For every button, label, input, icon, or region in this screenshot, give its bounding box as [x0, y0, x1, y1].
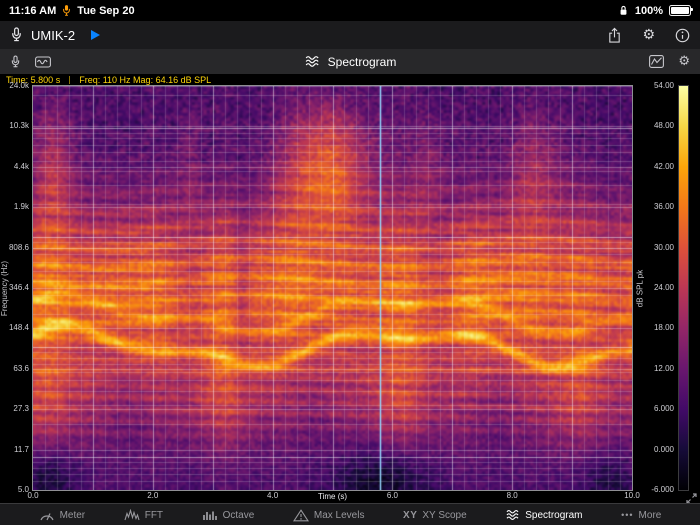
- readout-divider: [69, 76, 71, 84]
- freq-tick: 27.3: [13, 404, 29, 414]
- mic-in-use-icon: [62, 4, 71, 17]
- microphone-icon: [10, 27, 23, 43]
- tab-max-levels[interactable]: Max Levels: [292, 508, 364, 522]
- battery-percent: 100%: [634, 4, 663, 17]
- freq-mag-readout: Freq: 110 Hz Mag: 64.16 dB SPL: [79, 75, 212, 85]
- play-button[interactable]: [91, 30, 101, 40]
- colorbar-tick: 54.00: [653, 81, 674, 90]
- tab-more[interactable]: ••• More: [621, 509, 662, 521]
- status-bar: 11:16 AM Tue Sep 20 100%: [0, 0, 700, 21]
- info-icon[interactable]: [675, 28, 690, 43]
- freq-tick: 10.3k: [9, 121, 29, 131]
- time-tick: 10.0: [624, 491, 640, 500]
- colorbar-tick: 24.00: [653, 283, 674, 292]
- colorbar-tick: 18.00: [653, 323, 674, 333]
- tab-octave[interactable]: Octave: [202, 509, 254, 521]
- colorbar-tick: 6.000: [653, 404, 674, 414]
- xy-scope-icon: XY: [403, 509, 418, 521]
- signal-generator-icon[interactable]: [35, 55, 51, 68]
- colorbar-tick: 30.00: [653, 242, 674, 252]
- rotation-lock-icon: [618, 4, 629, 17]
- colorbar-tick-labels: 54.00 48.00 42.00 36.00 30.00 24.00 18.00 12.00…: [646, 82, 676, 494]
- spectrogram-tab-icon: [505, 509, 520, 521]
- clock: 11:16 AM: [9, 4, 57, 17]
- module-toolbar: Spectrogram ⚙︎: [0, 49, 700, 74]
- colorbar-tick: 48.00: [653, 121, 674, 131]
- time-readout: Time: 5.800 s: [6, 75, 61, 85]
- time-tick: 0.0: [27, 491, 39, 500]
- colorbar-tick: 36.00: [653, 202, 674, 212]
- module-tab-bar: Meter FFT Octave: [0, 503, 700, 525]
- analyzer-view-icon[interactable]: [649, 55, 665, 68]
- time-axis-title: Time (s): [317, 492, 348, 501]
- freq-tick: 4.4k: [13, 161, 29, 171]
- max-levels-icon: [292, 508, 309, 522]
- time-tick: 4.0: [267, 491, 279, 500]
- freq-tick: 1.9k: [13, 202, 29, 212]
- settings-gears-icon[interactable]: ⚙︎: [642, 27, 655, 43]
- input-source-icon[interactable]: [10, 55, 21, 69]
- colorbar-tick: 12.00: [653, 363, 674, 373]
- freq-tick: 808.6: [8, 242, 29, 252]
- freq-tick: 24.0k: [9, 81, 29, 90]
- colorbar-tick: 42.00: [653, 161, 674, 171]
- spectrogram-canvas[interactable]: [32, 85, 633, 491]
- input-device-name[interactable]: UMIK-2: [31, 27, 76, 43]
- module-settings-gear-icon[interactable]: ⚙︎: [678, 54, 690, 69]
- tab-meter[interactable]: Meter: [39, 509, 85, 521]
- colorbar-tick: 0.000: [653, 444, 674, 454]
- module-title: Spectrogram: [327, 54, 397, 69]
- fft-icon: [124, 509, 140, 521]
- time-tick: 2.0: [147, 491, 159, 500]
- tab-xy-scope[interactable]: XY XY Scope: [403, 509, 467, 521]
- title-bar: UMIK-2 ⚙︎: [0, 21, 700, 50]
- freq-tick-labels: 24.0k 10.3k 4.4k 1.9k 808.6 346.4 148.4 63.6 27.…: [6, 82, 31, 494]
- battery-icon: [669, 5, 693, 16]
- colorbar-tick: -6.000: [651, 485, 674, 494]
- freq-tick: 148.4: [8, 323, 29, 333]
- spectrogram-icon: [304, 55, 321, 68]
- freq-tick: 346.4: [8, 283, 29, 292]
- cursor-readout-bar: Time: 5.800 s Freq: 110 Hz Mag: 64.16 dB…: [0, 74, 700, 86]
- more-dots-icon: •••: [621, 510, 634, 520]
- freq-tick: 5.0: [17, 485, 29, 494]
- colorbar-axis-title: dB SPL pk: [635, 269, 645, 307]
- status-date: Tue Sep 20: [77, 4, 135, 17]
- time-tick-labels: 0.0 2.0 4.0 6.0 8.0 10.0: [27, 491, 639, 501]
- time-tick: 8.0: [506, 491, 518, 500]
- colorbar: [678, 85, 689, 491]
- meter-icon: [39, 509, 55, 521]
- time-tick: 6.0: [386, 491, 398, 500]
- tab-fft[interactable]: FFT: [124, 509, 163, 521]
- share-icon[interactable]: [607, 27, 622, 44]
- octave-bars-icon: [202, 509, 218, 521]
- freq-tick: 11.7: [14, 444, 29, 454]
- tab-spectrogram[interactable]: Spectrogram: [505, 509, 583, 521]
- freq-tick: 63.6: [13, 363, 29, 373]
